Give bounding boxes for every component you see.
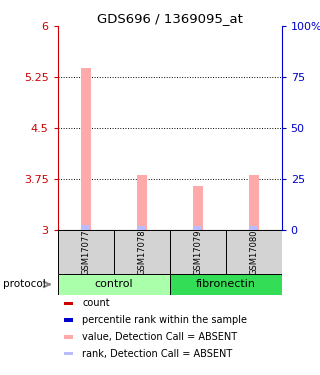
Bar	[226, 230, 282, 274]
Bar	[114, 230, 170, 274]
Text: value, Detection Call = ABSENT: value, Detection Call = ABSENT	[82, 332, 237, 342]
Title: GDS696 / 1369095_at: GDS696 / 1369095_at	[97, 12, 243, 25]
Bar	[138, 226, 145, 230]
Bar	[194, 226, 201, 230]
Text: fibronectin: fibronectin	[196, 279, 256, 290]
Bar	[82, 225, 89, 230]
Bar	[193, 186, 203, 230]
Text: percentile rank within the sample: percentile rank within the sample	[82, 315, 247, 325]
Text: GSM17077: GSM17077	[81, 230, 90, 275]
Bar	[81, 69, 91, 230]
Bar	[64, 352, 73, 355]
Text: count: count	[82, 298, 110, 308]
Text: rank, Detection Call = ABSENT: rank, Detection Call = ABSENT	[82, 349, 233, 358]
Text: protocol: protocol	[3, 279, 46, 290]
Bar	[170, 274, 282, 295]
Text: control: control	[94, 279, 133, 290]
Text: GSM17080: GSM17080	[249, 230, 258, 275]
Bar	[64, 318, 73, 322]
Bar	[64, 335, 73, 339]
Bar	[249, 175, 259, 230]
Bar	[250, 226, 257, 230]
Bar	[58, 274, 170, 295]
Text: GSM17079: GSM17079	[193, 230, 202, 275]
Bar	[58, 230, 114, 274]
Bar	[170, 230, 226, 274]
Bar	[137, 175, 147, 230]
Text: GSM17078: GSM17078	[137, 230, 146, 275]
Bar	[64, 302, 73, 305]
